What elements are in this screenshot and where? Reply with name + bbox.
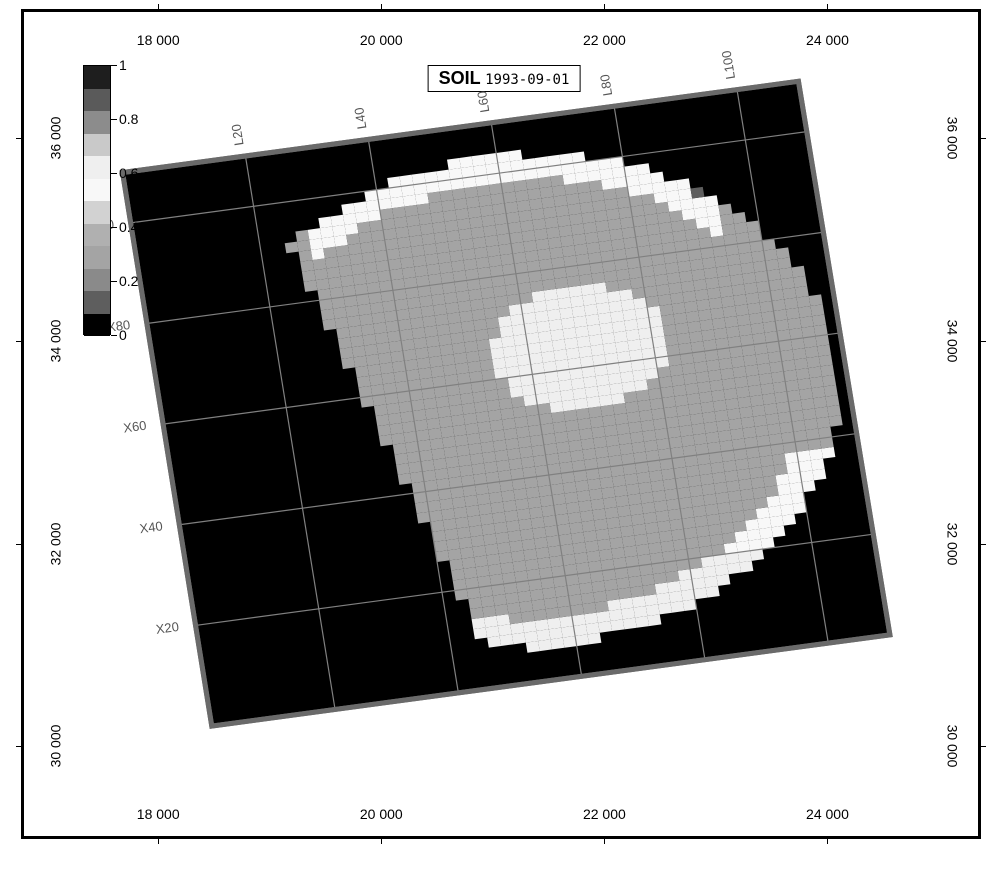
x-tick-label: 20 000 <box>360 32 403 48</box>
colorbar-dash <box>111 173 117 174</box>
x-tick-mark <box>158 4 159 12</box>
y-tick-label: 34 000 <box>47 319 63 362</box>
colorbar-segment <box>84 269 110 292</box>
x-tick-label: 24 000 <box>806 32 849 48</box>
plot-svg: X20X40X60X80X100L20L40L60L80L100 <box>69 57 939 797</box>
l-grid-label: L60 <box>474 90 492 114</box>
y-tick-label: 30 000 <box>945 725 961 768</box>
colorbar-segment <box>84 246 110 269</box>
x-tick-label: 20 000 <box>360 806 403 822</box>
colorbar-tick-label: 0 <box>119 327 127 343</box>
x-grid-label: X40 <box>139 518 164 536</box>
y-tick-mark <box>978 746 986 747</box>
colorbar-dash <box>111 227 117 228</box>
colorbar-segment <box>84 89 110 112</box>
x-grid-label: X20 <box>155 619 180 637</box>
x-tick-label: 22 000 <box>583 32 626 48</box>
l-grid-label: L20 <box>228 123 246 147</box>
plot-area: SOIL 1993-09-01 X20X40X60X80X100L20L40L6… <box>69 57 939 797</box>
colorbar-segment <box>84 314 110 337</box>
x-tick-mark <box>827 836 828 844</box>
colorbar-segment <box>84 201 110 224</box>
y-tick-mark <box>16 746 24 747</box>
x-tick-label: 18 000 <box>137 32 180 48</box>
x-tick-mark <box>158 836 159 844</box>
x-tick-label: 22 000 <box>583 806 626 822</box>
x-tick-mark <box>604 836 605 844</box>
colorbar-segment <box>84 291 110 314</box>
x-tick-mark <box>381 4 382 12</box>
colorbar-segment <box>84 156 110 179</box>
colorbar <box>83 65 111 335</box>
x-tick-label: 18 000 <box>137 806 180 822</box>
colorbar-segment <box>84 134 110 157</box>
colorbar-dash <box>111 335 117 336</box>
y-tick-label: 36 000 <box>47 117 63 160</box>
y-tick-mark <box>978 341 986 342</box>
y-tick-label: 30 000 <box>47 725 63 768</box>
l-grid-label: L80 <box>597 73 615 97</box>
y-tick-label: 34 000 <box>945 319 961 362</box>
colorbar-segment <box>84 179 110 202</box>
colorbar-tick-label: 1 <box>119 57 127 73</box>
colorbar-dash <box>111 65 117 66</box>
colorbar-tick-label: 0.2 <box>119 273 138 289</box>
y-tick-mark <box>16 544 24 545</box>
y-tick-mark <box>978 138 986 139</box>
colorbar-dash <box>111 119 117 120</box>
l-grid-label: L100 <box>719 50 739 81</box>
y-tick-label: 32 000 <box>945 522 961 565</box>
x-tick-mark <box>381 836 382 844</box>
x-tick-label: 24 000 <box>806 806 849 822</box>
x-tick-mark <box>604 4 605 12</box>
y-tick-label: 32 000 <box>47 522 63 565</box>
colorbar-segment <box>84 66 110 89</box>
colorbar-segment <box>84 111 110 134</box>
colorbar-tick-label: 0.8 <box>119 111 138 127</box>
x-tick-mark <box>827 4 828 12</box>
y-tick-mark <box>978 544 986 545</box>
l-grid-label: L40 <box>351 106 369 130</box>
colorbar-segment <box>84 224 110 247</box>
colorbar-tick-label: 0.4 <box>119 219 138 235</box>
y-tick-mark <box>16 341 24 342</box>
colorbar-dash <box>111 281 117 282</box>
y-tick-label: 36 000 <box>945 117 961 160</box>
x-grid-label: X60 <box>122 418 147 436</box>
colorbar-tick-label: 0.6 <box>119 165 138 181</box>
y-tick-mark <box>16 138 24 139</box>
outer-frame: SOIL 1993-09-01 X20X40X60X80X100L20L40L6… <box>21 9 981 839</box>
